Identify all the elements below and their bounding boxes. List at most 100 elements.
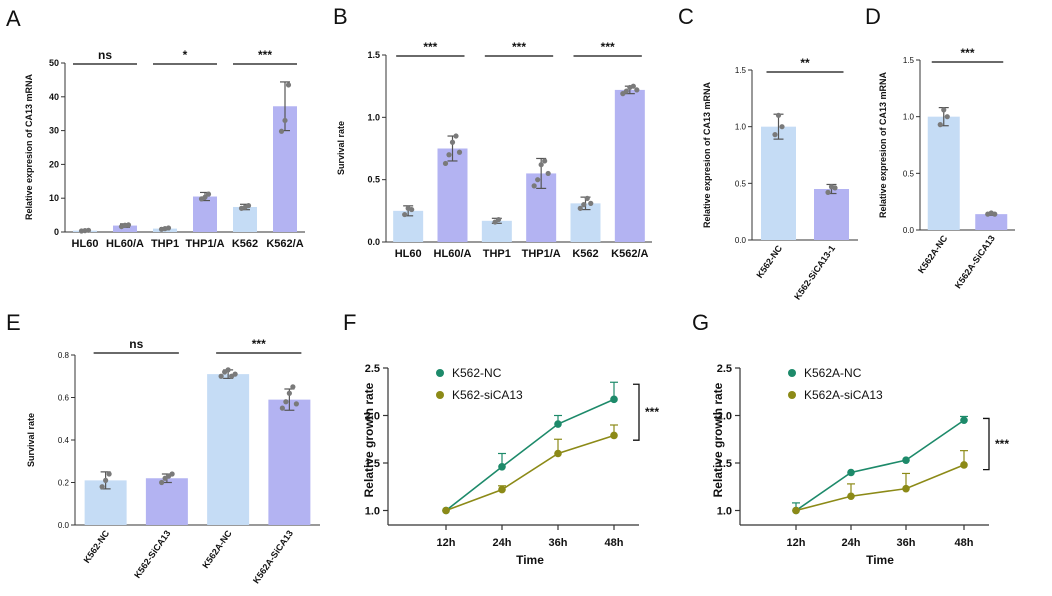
legend-marker [436,369,444,377]
significance-label: *** [601,40,615,54]
data-point [409,206,415,213]
data-point [456,149,463,155]
chart-F: 1.0 1.5 2.0 2.5 12h 24h 36h 48h Time Relative gro… [362,363,659,567]
panel-letter-D: D [865,4,881,29]
series-line [445,434,615,512]
data-point [825,189,831,195]
x-tick-label: THP1 [483,248,511,260]
x-tick-label: HL60 [395,248,422,260]
bar [814,189,849,240]
data-point [285,82,292,88]
bar [207,374,250,525]
x-tick-label: 48h [955,537,974,549]
y-axis-title: Relative growth rate [362,382,376,497]
data-point [992,211,998,217]
data-point [293,401,299,407]
chart-G: 1.0 1.5 2.0 2.5 12h 24h 36h 48h Time Relative gro… [711,363,1009,567]
y-tick-label: 40 [49,92,59,102]
panel-letter-F: F [343,310,356,335]
x-tick-label: K562-SiCA13-1 [792,243,837,301]
significance-label: * [183,48,188,62]
significance-bracket [633,383,640,441]
y-tick-label: 0.0 [367,237,380,247]
data-point [278,128,285,134]
y-axis-title: Relative expresion of CA13 mRNA [702,81,712,228]
panel-letter-E: E [6,310,21,335]
panel-letter-B: B [333,4,348,29]
y-tick-label: 0.5 [903,169,915,178]
y-tick-label: 0.5 [735,179,747,188]
significance-label: *** [423,40,437,54]
panel-letter-C: C [678,4,694,29]
data-point [218,373,224,379]
data-point [944,114,950,120]
legend-marker [436,391,444,399]
y-tick-label: 1.5 [735,66,747,75]
data-point [232,371,238,377]
y-tick-label: 50 [49,58,59,68]
series-line [795,419,965,512]
data-point [85,227,92,233]
significance-label: ns [98,48,112,62]
y-axis-title: Relative expresion of CA13 mRNA [878,71,888,218]
data-point [610,395,618,404]
chart-E: 0.0 0.2 0.4 0.6 0.8 Survival rate K562-NC K562-… [26,337,320,585]
x-tick-label: K562A-NC [200,528,234,570]
y-tick-label: 2.0 [365,411,380,423]
bar [927,116,960,230]
data-point [554,420,562,428]
data-point [125,222,132,228]
data-point [610,431,618,440]
data-point [542,158,548,164]
legend-label: K562-NC [452,366,502,380]
bar [481,220,512,242]
y-tick-label: 1.5 [365,458,380,470]
data-point [960,416,968,425]
significance-label: *** [960,46,974,60]
y-tick-label: 30 [49,126,59,136]
data-point [286,390,292,396]
data-point [902,484,910,493]
data-point [169,471,175,477]
data-point [159,479,165,486]
significance-bracket [983,417,990,471]
significance-label: *** [995,437,1009,451]
chart-C: 0.0 0.5 1.0 1.5 Relative expresion of CA13 m… [702,56,858,302]
data-point [847,468,855,477]
y-tick-label: 0.8 [58,351,70,360]
y-axis-title: Survival rate [26,413,36,467]
x-axis-title: Time [516,553,544,567]
y-axis-title: Relative expresion of CA13 mRNA [24,73,34,220]
y-tick-label: 0.5 [367,175,380,185]
series-line [795,464,965,512]
data-point [453,133,459,139]
data-point [165,225,172,231]
data-point [535,177,541,183]
legend-marker [788,369,796,377]
data-point [498,463,506,471]
data-point [832,185,838,191]
x-tick-label: THP1 [151,238,179,250]
data-point [442,160,449,167]
bar [193,196,217,232]
data-point [446,152,452,158]
x-tick-label: K562A-NC [916,233,950,275]
x-tick-label: THP1/A [185,238,224,250]
data-point [847,492,855,501]
data-point [498,485,506,494]
y-tick-label: 1.0 [903,113,915,122]
data-point [103,477,109,483]
series-line [445,398,615,512]
legend-label: K562A-NC [804,366,862,380]
data-point [941,107,947,113]
y-tick-label: 0.4 [58,436,70,445]
x-tick-label: THP1/A [522,248,561,260]
x-tick-label: 48h [605,537,624,549]
bar [761,126,796,240]
data-point [902,456,910,464]
x-tick-label: 12h [437,537,456,549]
y-tick-label: 1.0 [365,506,380,518]
y-tick-label: 0 [54,227,59,237]
bar [614,89,645,242]
